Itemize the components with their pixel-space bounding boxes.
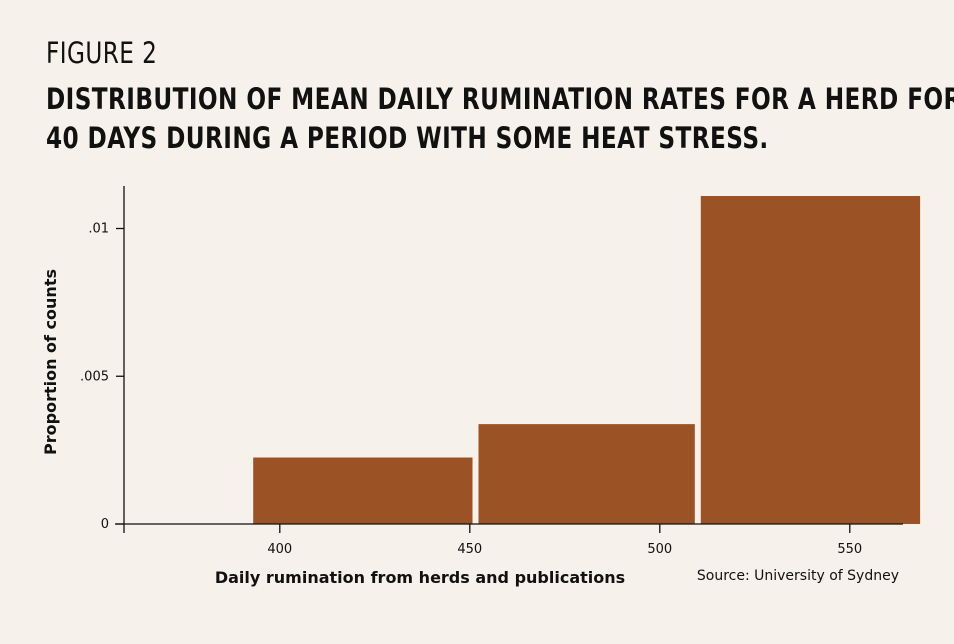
figure-title-line-2: 40 DAYS DURING A PERIOD WITH SOME HEAT S…	[46, 121, 769, 155]
bars-group	[253, 196, 921, 524]
y-ticks-group: 0 .005 .01	[80, 222, 124, 532]
source-note: Source: University of Sydney	[696, 568, 899, 584]
y-tick-label: .005	[80, 369, 109, 384]
histogram-bar	[478, 424, 695, 524]
figure-title: DISTRIBUTION OF MEAN DAILY RUMINATION RA…	[46, 80, 954, 158]
figure-title-line-1: DISTRIBUTION OF MEAN DAILY RUMINATION RA…	[46, 82, 954, 116]
y-axis-title: Proportion of counts	[41, 269, 60, 455]
y-tick-label: 0	[101, 517, 109, 532]
x-tick-label: 400	[267, 542, 292, 557]
figure-label: FIGURE 2	[46, 36, 158, 70]
histogram-bar	[253, 457, 473, 524]
x-tick-label: 550	[837, 542, 862, 557]
x-ticks-group: 400 450 500 550	[267, 524, 862, 557]
x-tick-label: 500	[647, 542, 672, 557]
y-tick-label: .01	[88, 222, 109, 237]
x-axis-title: Daily rumination from herds and publicat…	[215, 568, 625, 587]
x-tick-label: 450	[457, 542, 482, 557]
histogram-bar	[700, 196, 921, 524]
